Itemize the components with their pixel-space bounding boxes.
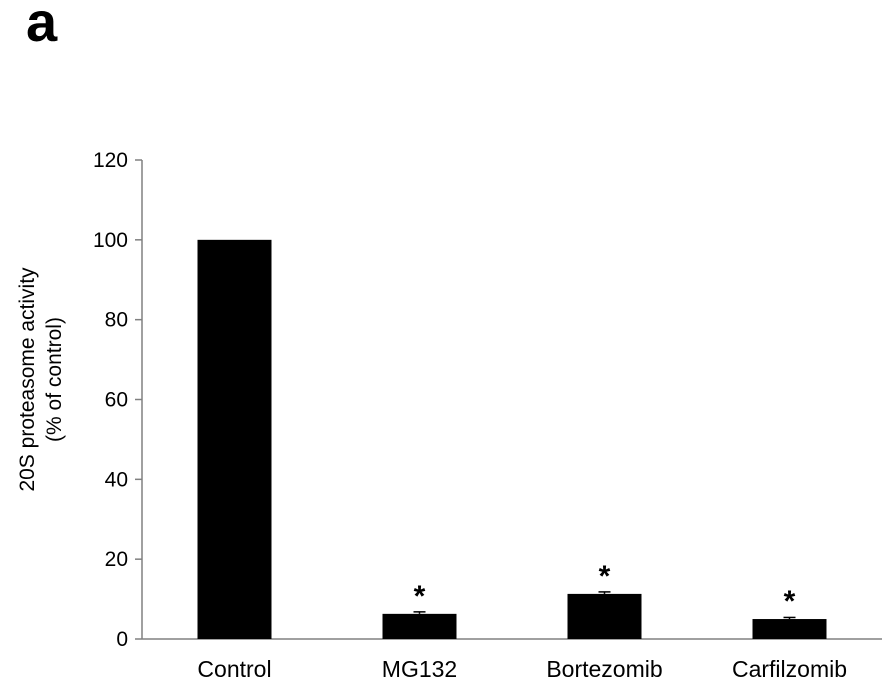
error-bars [413,591,796,620]
y-axis-label: 20S proteasome activity (% of control) [16,267,66,492]
panel-label: a [26,0,58,53]
y-tick-label: 40 [105,468,128,491]
y-axis-title-line: 20S proteasome activity [16,267,39,492]
bar-control [197,239,272,640]
y-tick-label: 100 [93,229,128,252]
y-tick-label: 60 [105,389,128,412]
significance-asterisk-bortezomib: * [599,560,611,593]
x-category-label: Bortezomib [546,656,662,682]
y-tick-label: 20 [105,548,128,571]
bar-bortezomib [567,593,642,639]
y-axis-title: 20S proteasome activity (% of control) [16,267,66,492]
x-category-label: MG132 [382,656,457,682]
significance-asterisk-carfilzomib: * [784,585,796,618]
y-tick-label: 120 [93,149,128,172]
x-category-label: Carfilzomib [732,656,847,682]
category-labels: Control MG132 Bortezomib Carfilzomib [197,656,847,682]
y-ticks: 0 20 40 60 80 100 120 [93,149,142,651]
x-category-label: Control [197,656,271,682]
bars [197,239,827,640]
y-axis-title-line: (% of control) [43,317,66,442]
significance-asterisk-mg132: * [414,580,426,613]
y-tick-label: 80 [105,309,128,332]
significance-markers: * * * [414,560,796,618]
bar-mg132 [382,613,457,639]
y-tick-label: 0 [116,628,128,651]
bar-carfilzomib [752,619,827,639]
